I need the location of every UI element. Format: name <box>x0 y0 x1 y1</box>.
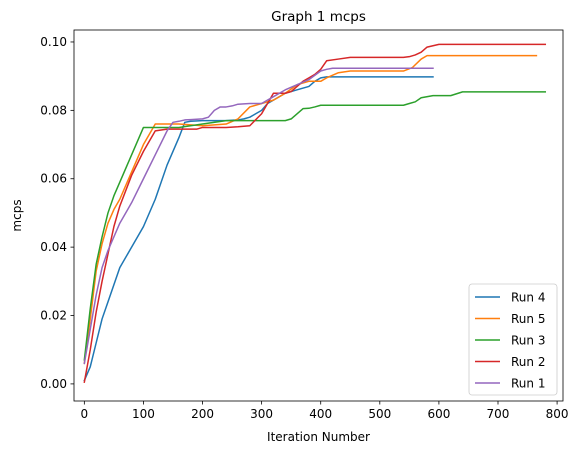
chart-title: Graph 1 mcps <box>271 9 366 25</box>
y-axis: 0.00 0.02 0.04 0.06 0.08 0.10 <box>40 35 74 391</box>
y-axis-label: mcps <box>10 199 24 231</box>
x-tick-label: 100 <box>132 407 155 421</box>
y-tick-label: 0.04 <box>40 240 67 254</box>
series-line-run-4 <box>83 76 434 382</box>
x-tick-label: 400 <box>309 407 332 421</box>
y-tick-label: 0.00 <box>40 377 67 391</box>
x-tick-label: 500 <box>368 407 391 421</box>
legend: Run 4 Run 5 Run 3 Run 2 Run 1 <box>468 283 558 396</box>
series-line-run-3 <box>83 91 547 361</box>
x-tick-label: 300 <box>250 407 273 421</box>
legend-box <box>468 283 558 396</box>
x-tick-label: 800 <box>546 407 569 421</box>
series-line-run-2 <box>83 43 547 384</box>
x-tick-label: 200 <box>191 407 214 421</box>
plot-frame <box>73 29 564 402</box>
legend-label: Run 2 <box>511 355 545 369</box>
series-line-run-1 <box>83 67 434 365</box>
legend-label: Run 1 <box>511 376 545 390</box>
y-tick-label: 0.06 <box>40 172 67 186</box>
series-line-run-5 <box>83 54 538 365</box>
y-tick-label: 0.02 <box>40 309 67 323</box>
plot-lines <box>83 43 547 384</box>
x-axis: 0 100 200 300 400 500 600 700 800 <box>81 401 569 421</box>
x-axis-label: Iteration Number <box>267 430 370 444</box>
x-tick-label: 700 <box>487 407 510 421</box>
x-tick-label: 600 <box>427 407 450 421</box>
legend-label: Run 3 <box>511 333 545 347</box>
legend-label: Run 4 <box>511 290 545 304</box>
y-tick-label: 0.08 <box>40 103 67 117</box>
legend-label: Run 5 <box>511 312 545 326</box>
y-tick-label: 0.10 <box>40 35 67 49</box>
x-tick-label: 0 <box>81 407 89 421</box>
